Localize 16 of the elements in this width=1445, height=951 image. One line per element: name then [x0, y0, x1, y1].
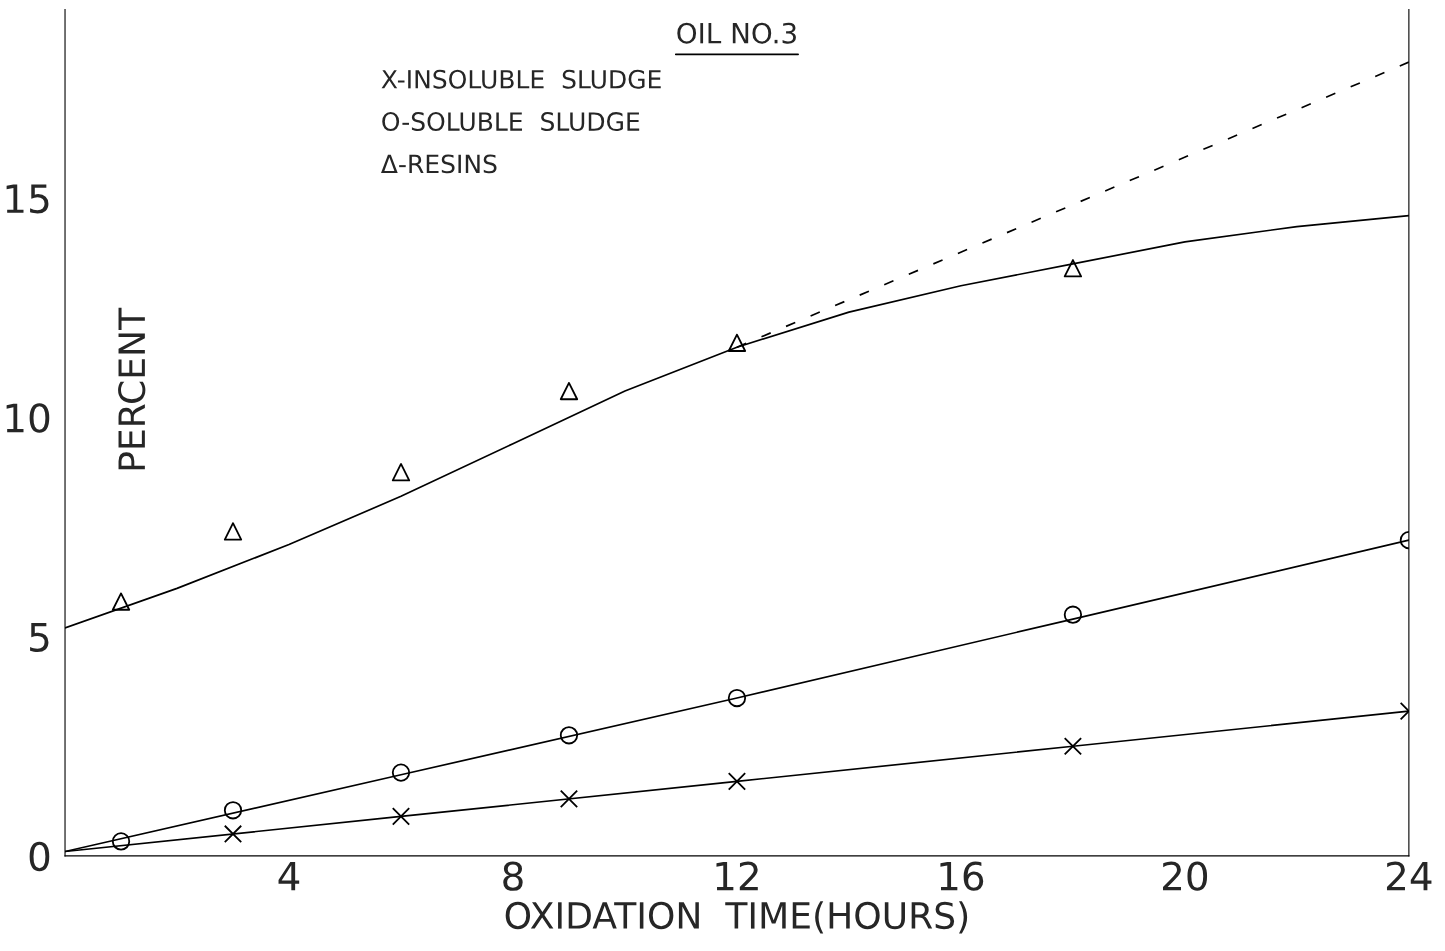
x-tick-label: 8: [503, 861, 523, 891]
annotation: Δ-RESINS: [381, 154, 497, 174]
annotation: O-SOLUBLE SLUDGE: [382, 112, 640, 132]
y-tick-label: 15: [6, 184, 49, 214]
x-tick-label: 4: [278, 861, 300, 891]
chart-title: OIL NO.3: [677, 22, 796, 44]
y-tick-label: 0: [29, 841, 50, 872]
y-tick-label: 10: [6, 403, 50, 433]
annotation: X-INSOLUBLE SLUDGE: [381, 69, 661, 89]
y-tick-label: 5: [30, 623, 49, 652]
x-tick-label: 20: [1163, 861, 1208, 891]
x-tick-label: 16: [940, 861, 984, 891]
y-axis-title: PERCENT: [118, 307, 146, 470]
x-tick-label: 24: [1386, 861, 1432, 891]
x-tick-label: 12: [716, 861, 758, 891]
x-axis-title: OXIDATION TIME(HOURS): [505, 901, 968, 934]
